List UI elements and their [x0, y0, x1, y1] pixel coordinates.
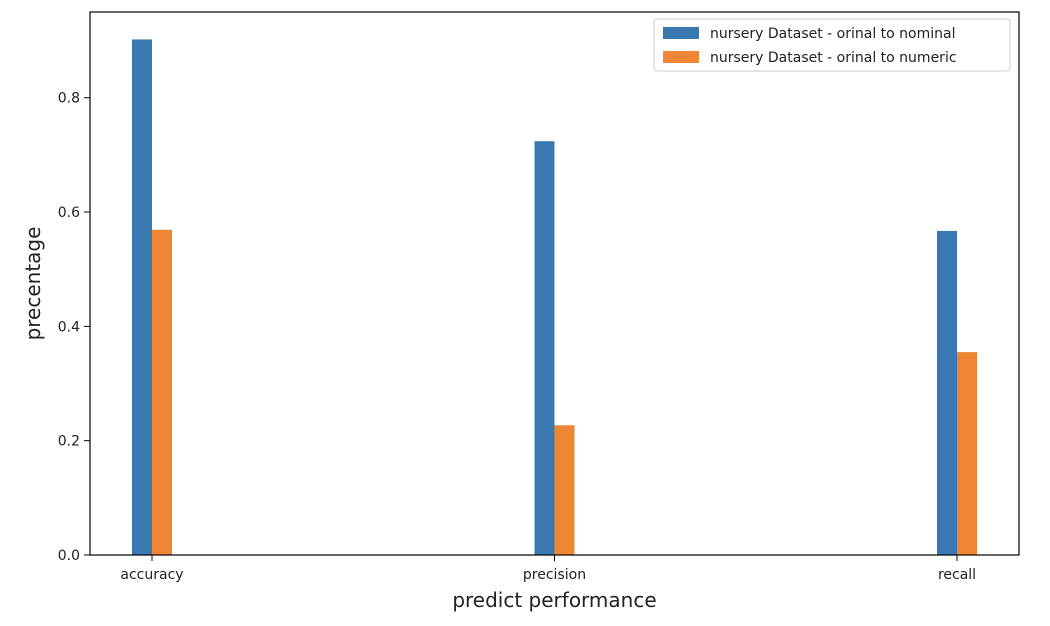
bar-nominal-recall — [937, 230, 957, 555]
x-tick-label-precision: precision — [523, 567, 586, 583]
bars-layer — [132, 39, 977, 555]
bar-nominal-precision — [534, 141, 555, 555]
x-axis-title: predict performance — [452, 588, 656, 612]
legend-box — [653, 18, 1011, 72]
bar-numeric-recall — [957, 352, 977, 555]
y-tick-label: 0.4 — [58, 319, 80, 335]
x-tick-label-recall: recall — [938, 567, 976, 583]
y-tick-label: 0.0 — [58, 548, 80, 564]
y-tick-label: 0.8 — [58, 91, 80, 107]
legend-label-nominal: nursery Dataset - orinal to nominal — [710, 26, 956, 42]
legend-label-numeric: nursery Dataset - orinal to numeric — [710, 50, 957, 66]
x-tick-label-accuracy: accuracy — [120, 567, 183, 583]
bar-nominal-accuracy — [132, 39, 152, 555]
legend: nursery Dataset - orinal to nominal nurs… — [653, 18, 1011, 72]
bar-numeric-precision — [554, 425, 575, 555]
y-axis: 0.0 0.2 0.4 0.6 0.8 — [58, 91, 90, 564]
y-axis-title: precentage — [21, 227, 45, 341]
x-axis: accuracy precision recall — [120, 555, 976, 583]
legend-swatch-numeric — [663, 51, 699, 63]
bar-numeric-accuracy — [152, 229, 172, 555]
legend-swatch-nominal — [663, 27, 699, 39]
y-tick-label: 0.2 — [58, 434, 80, 450]
y-tick-label: 0.6 — [58, 205, 80, 221]
